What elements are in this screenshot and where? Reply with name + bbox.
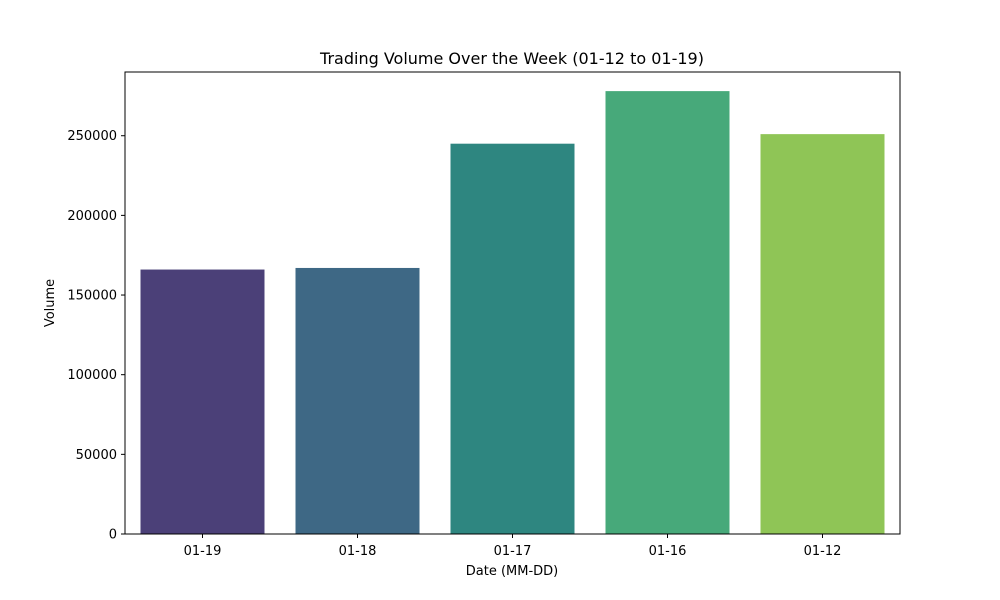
bars-group [140,91,885,535]
bar-01-16 [605,91,730,534]
plot-frame [124,71,901,535]
chart-title: Trading Volume Over the Week (01-12 to 0… [319,49,704,68]
x-tick-label: 01-18 [339,544,377,559]
y-tick-label: 100000 [67,368,117,383]
x-axis-ticks: 01-19 01-18 01-17 01-16 01-12 [184,534,842,559]
y-tick-label: 150000 [67,289,117,304]
x-tick-label: 01-19 [184,544,222,559]
y-axis-label: Volume [43,279,58,327]
x-tick-label: 01-16 [649,544,687,559]
y-axis-ticks: 0 50000 100000 150000 200000 250000 [67,129,125,543]
y-tick-label: 50000 [76,448,117,463]
bar-01-17 [450,143,575,535]
y-tick-label: 200000 [67,209,117,224]
x-axis-label: Date (MM-DD) [466,564,559,579]
x-tick-label: 01-17 [494,544,532,559]
y-tick-label: 0 [109,528,117,543]
bar-01-19 [140,269,265,534]
x-tick-label: 01-12 [804,544,842,559]
bar-01-12 [760,134,885,534]
bar-01-18 [295,267,420,534]
y-tick-label: 250000 [67,129,117,144]
